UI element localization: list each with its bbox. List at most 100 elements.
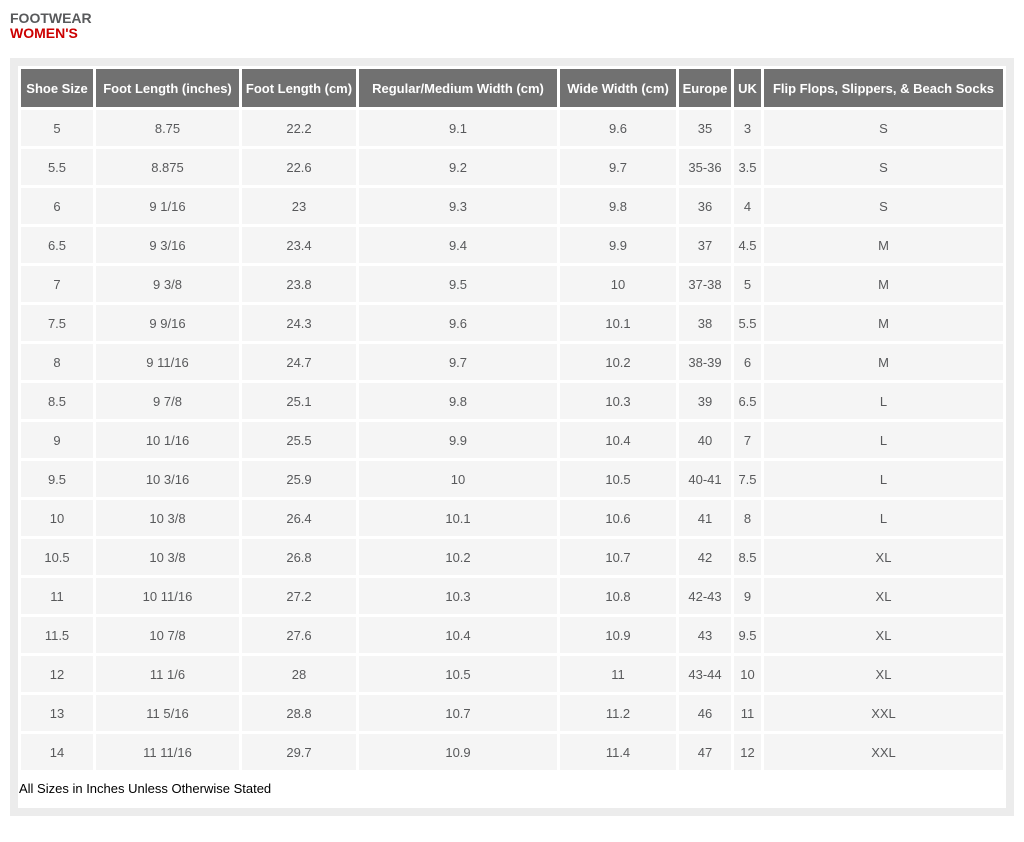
table-cell: 24.7: [242, 344, 356, 380]
table-cell: 9.7: [359, 344, 557, 380]
table-cell: 9 3/8: [96, 266, 239, 302]
table-cell: 10.6: [560, 500, 676, 536]
table-cell: 10.7: [560, 539, 676, 575]
table-cell: 23: [242, 188, 356, 224]
column-header: Foot Length (cm): [242, 69, 356, 107]
table-row: 13 11 5/16 28.8 10.7 11.2 46 11 XXL: [21, 695, 1003, 731]
table-cell: 7.5: [734, 461, 761, 497]
table-cell: S: [764, 110, 1003, 146]
table-cell: 40: [679, 422, 731, 458]
table-cell: 25.5: [242, 422, 356, 458]
table-row: 14 11 11/16 29.7 10.9 11.4 47 12 XXL: [21, 734, 1003, 770]
table-cell: 9.1: [359, 110, 557, 146]
table-cell: 10.1: [359, 500, 557, 536]
table-cell: 23.4: [242, 227, 356, 263]
table-cell: 22.2: [242, 110, 356, 146]
table-cell: 24.3: [242, 305, 356, 341]
table-cell: 47: [679, 734, 731, 770]
table-cell: 37: [679, 227, 731, 263]
table-cell: 25.1: [242, 383, 356, 419]
table-cell: 9.6: [359, 305, 557, 341]
table-cell: 11 1/6: [96, 656, 239, 692]
table-cell: 10.9: [560, 617, 676, 653]
table-cell: 10.5: [560, 461, 676, 497]
table-cell: 8: [734, 500, 761, 536]
table-cell: 5.5: [734, 305, 761, 341]
table-cell: 3.5: [734, 149, 761, 185]
table-cell: 10.5: [359, 656, 557, 692]
table-cell: 9 7/8: [96, 383, 239, 419]
table-cell: 4: [734, 188, 761, 224]
table-cell: 9.3: [359, 188, 557, 224]
table-cell: 8.5: [21, 383, 93, 419]
table-cell: 4.5: [734, 227, 761, 263]
table-cell: 36: [679, 188, 731, 224]
table-cell: L: [764, 500, 1003, 536]
table-cell: 10.3: [359, 578, 557, 614]
table-cell: 11 11/16: [96, 734, 239, 770]
table-cell: 8.75: [96, 110, 239, 146]
table-cell: XXL: [764, 734, 1003, 770]
table-cell: 10 11/16: [96, 578, 239, 614]
table-cell: 9.4: [359, 227, 557, 263]
table-cell: 9: [734, 578, 761, 614]
table-row: 10 10 3/8 26.4 10.1 10.6 41 8 L: [21, 500, 1003, 536]
table-cell: 11: [734, 695, 761, 731]
table-cell: M: [764, 227, 1003, 263]
table-row: 5.5 8.875 22.6 9.2 9.7 35-36 3.5 S: [21, 149, 1003, 185]
footnote: All Sizes in Inches Unless Otherwise Sta…: [19, 781, 272, 796]
table-cell: 10 3/8: [96, 500, 239, 536]
column-header: Shoe Size: [21, 69, 93, 107]
table-cell: 8.875: [96, 149, 239, 185]
table-header-row: Shoe Size Foot Length (inches) Foot Length…: [21, 69, 1003, 107]
table-cell: 10 3/16: [96, 461, 239, 497]
table-cell: 10.4: [560, 422, 676, 458]
table-cell: 14: [21, 734, 93, 770]
table-cell: 25.9: [242, 461, 356, 497]
table-cell: 10: [560, 266, 676, 302]
table-cell: 6.5: [21, 227, 93, 263]
table-cell: 38-39: [679, 344, 731, 380]
table-cell: 41: [679, 500, 731, 536]
table-row: 7.5 9 9/16 24.3 9.6 10.1 38 5.5 M: [21, 305, 1003, 341]
table-cell: 26.8: [242, 539, 356, 575]
table-cell: 7.5: [21, 305, 93, 341]
table-cell: 10: [734, 656, 761, 692]
table-cell: 5: [21, 110, 93, 146]
table-cell: M: [764, 344, 1003, 380]
table-row: 5 8.75 22.2 9.1 9.6 35 3 S: [21, 110, 1003, 146]
table-row: 10.5 10 3/8 26.8 10.2 10.7 42 8.5 XL: [21, 539, 1003, 575]
table-cell: 6: [734, 344, 761, 380]
table-cell: 29.7: [242, 734, 356, 770]
table-cell: 9.6: [560, 110, 676, 146]
table-cell: 42-43: [679, 578, 731, 614]
table-cell: 3: [734, 110, 761, 146]
table-cell: 9.8: [560, 188, 676, 224]
table-cell: 12: [734, 734, 761, 770]
table-cell: 10.8: [560, 578, 676, 614]
table-cell: 6.5: [734, 383, 761, 419]
table-cell: 9.9: [560, 227, 676, 263]
table-cell: XL: [764, 539, 1003, 575]
table-row: 9.5 10 3/16 25.9 10 10.5 40-41 7.5 L: [21, 461, 1003, 497]
column-header: Wide Width (cm): [560, 69, 676, 107]
table-cell: 8: [21, 344, 93, 380]
table-cell: XL: [764, 656, 1003, 692]
column-header: Flip Flops, Slippers, & Beach Socks: [764, 69, 1003, 107]
table-cell: 9.7: [560, 149, 676, 185]
table-row: 9 10 1/16 25.5 9.9 10.4 40 7 L: [21, 422, 1003, 458]
table-cell: 10.4: [359, 617, 557, 653]
table-cell: 11.4: [560, 734, 676, 770]
table-cell: 11: [21, 578, 93, 614]
table-cell: 7: [21, 266, 93, 302]
table-cell: 9.5: [21, 461, 93, 497]
table-cell: 39: [679, 383, 731, 419]
table-cell: 22.6: [242, 149, 356, 185]
page-heading: FOOTWEAR WOMEN'S: [0, 0, 1024, 41]
table-cell: 43: [679, 617, 731, 653]
table-cell: 9.9: [359, 422, 557, 458]
size-chart-panel-inner: Shoe Size Foot Length (inches) Foot Length…: [18, 66, 1006, 808]
table-cell: S: [764, 188, 1003, 224]
